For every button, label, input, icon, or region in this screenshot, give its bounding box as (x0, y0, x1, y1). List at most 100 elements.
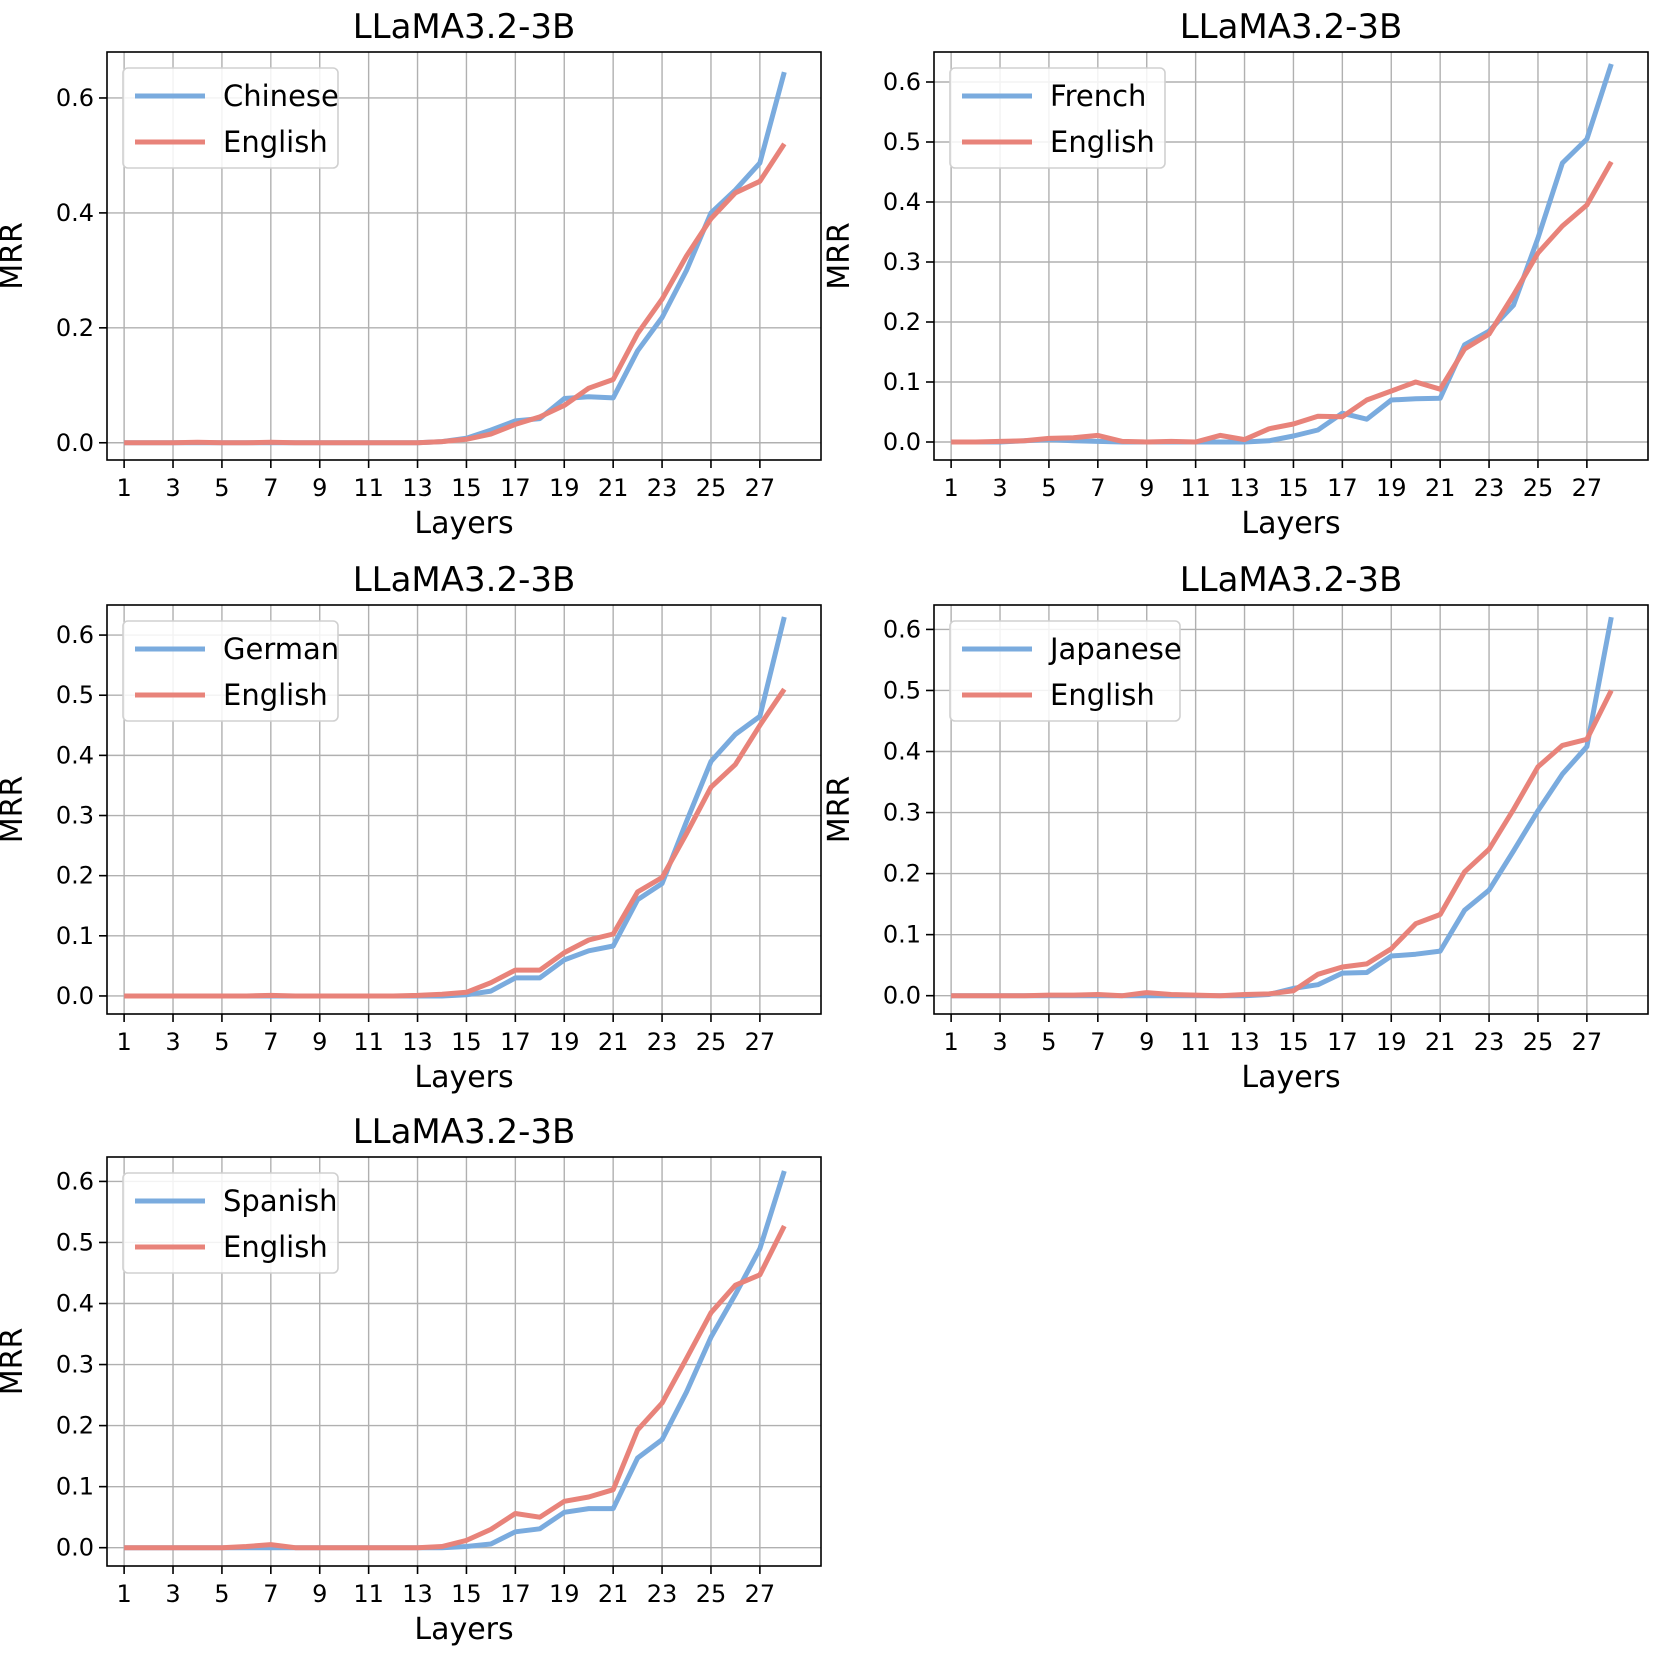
x-tick-label: 3 (165, 1028, 180, 1056)
x-tick-label: 23 (647, 1028, 678, 1056)
chart-title: LLaMA3.2-3B (353, 560, 576, 600)
series-line-english (124, 687, 787, 999)
legend: Spanish English (122, 1172, 339, 1274)
x-tick-label: 1 (116, 1028, 131, 1056)
x-tick-label: 3 (992, 474, 1007, 502)
legend-label-english: English (1050, 678, 1155, 712)
x-tick-label: 17 (500, 1028, 531, 1056)
legend-label-japanese: Japanese (1048, 632, 1182, 666)
x-tick-label: 15 (451, 474, 482, 502)
legend-label-french: French (1050, 79, 1146, 113)
y-tick-label: 0.3 (56, 1351, 94, 1379)
x-tick-label: 27 (1572, 474, 1603, 502)
x-tick-label: 21 (598, 474, 629, 502)
y-tick-label: 0.6 (56, 84, 94, 112)
y-tick-label: 0.5 (56, 681, 94, 709)
x-tick-label: 23 (1474, 1028, 1505, 1056)
x-tick-label: 25 (696, 1028, 727, 1056)
x-tick-label: 11 (1180, 1028, 1211, 1056)
y-tick-label: 0.3 (56, 802, 94, 830)
x-tick-label: 19 (1376, 474, 1407, 502)
x-tick-label: 23 (1474, 474, 1505, 502)
legend-label-spanish: Spanish (223, 1184, 338, 1218)
x-tick-label: 5 (214, 1028, 229, 1056)
legend-label-english: English (223, 1230, 328, 1264)
x-axis-label: Layers (414, 1060, 513, 1095)
x-tick-label: 13 (402, 474, 433, 502)
x-tick-label: 21 (1425, 1028, 1456, 1056)
subplot-4: 1 3 5 7 9 11 13 15 17 19 21 23 25 270.00.10.20.30.40.… (822, 560, 1649, 1095)
axes-frame (106, 51, 822, 461)
y-axis-label: MRR (0, 776, 30, 844)
x-tick-label: 19 (549, 1028, 580, 1056)
legend: German English (122, 620, 339, 722)
y-tick-label: 0.2 (56, 314, 94, 342)
y-tick-label: 0.0 (56, 982, 94, 1010)
x-tick-label: 11 (353, 1028, 384, 1056)
chart-title: LLaMA3.2-3B (353, 1112, 576, 1152)
y-tick-label: 0.3 (883, 799, 921, 827)
x-tick-label: 7 (1090, 474, 1105, 502)
y-tick-label: 0.6 (56, 621, 94, 649)
x-tick-label: 27 (745, 474, 776, 502)
x-tick-label: 15 (1278, 1028, 1309, 1056)
y-tick-label: 0.4 (883, 188, 921, 216)
x-tick-label: 17 (1327, 1028, 1358, 1056)
x-tick-label: 17 (500, 1580, 531, 1608)
x-tick-label: 9 (312, 474, 327, 502)
axes-frame (933, 604, 1649, 1015)
x-tick-label: 17 (1327, 474, 1358, 502)
y-tick-label: 0.4 (883, 738, 921, 766)
y-tick-label: 0.5 (883, 676, 921, 704)
x-tick-label: 5 (1041, 1028, 1056, 1056)
y-tick-label: 0.1 (56, 922, 94, 950)
x-tick-label: 17 (500, 474, 531, 502)
axes-frame (106, 1156, 822, 1567)
y-tick-label: 0.4 (56, 1290, 94, 1318)
y-tick-label: 0.2 (56, 1412, 94, 1440)
x-tick-label: 13 (1229, 1028, 1260, 1056)
x-tick-label: 25 (1523, 1028, 1554, 1056)
x-tick-label: 23 (647, 474, 678, 502)
y-axis-label: MRR (0, 222, 30, 290)
x-tick-label: 21 (598, 1580, 629, 1608)
y-tick-label: 0.5 (56, 1228, 94, 1256)
y-axis-label: MRR (822, 222, 857, 290)
x-tick-label: 23 (647, 1580, 678, 1608)
legend: French English (949, 67, 1166, 169)
x-tick-label: 9 (312, 1580, 327, 1608)
series-line-english (951, 689, 1614, 999)
chart-title: LLaMA3.2-3B (353, 7, 576, 47)
x-tick-label: 11 (1180, 474, 1211, 502)
y-tick-label: 0.0 (883, 428, 921, 456)
x-axis-label: Layers (414, 1612, 513, 1647)
legend-label-chinese: Chinese (223, 79, 339, 113)
y-tick-label: 0.0 (56, 429, 94, 457)
y-tick-label: 0.4 (56, 199, 94, 227)
series-line-english (124, 142, 787, 446)
x-tick-label: 9 (1139, 474, 1154, 502)
y-tick-label: 0.6 (883, 68, 921, 96)
x-tick-label: 5 (214, 1580, 229, 1608)
x-tick-label: 19 (1376, 1028, 1407, 1056)
y-tick-label: 0.3 (883, 248, 921, 276)
x-tick-label: 5 (214, 474, 229, 502)
x-tick-label: 27 (745, 1028, 776, 1056)
legend-label-english: English (223, 678, 328, 712)
subplot-5: 1 3 5 7 9 11 13 15 17 19 21 23 25 270.00.10.20.30.40.… (0, 1112, 822, 1647)
axes-frame (933, 51, 1649, 461)
x-tick-label: 13 (402, 1028, 433, 1056)
x-tick-label: 1 (116, 474, 131, 502)
y-tick-label: 0.1 (883, 368, 921, 396)
x-tick-label: 21 (598, 1028, 629, 1056)
y-tick-label: 0.6 (883, 615, 921, 643)
x-tick-label: 5 (1041, 474, 1056, 502)
y-tick-label: 0.5 (883, 128, 921, 156)
chart-title: LLaMA3.2-3B (1180, 560, 1403, 600)
y-tick-label: 0.2 (883, 860, 921, 888)
x-tick-label: 25 (696, 1580, 727, 1608)
x-tick-label: 7 (263, 1580, 278, 1608)
x-tick-label: 1 (943, 474, 958, 502)
x-tick-label: 9 (1139, 1028, 1154, 1056)
